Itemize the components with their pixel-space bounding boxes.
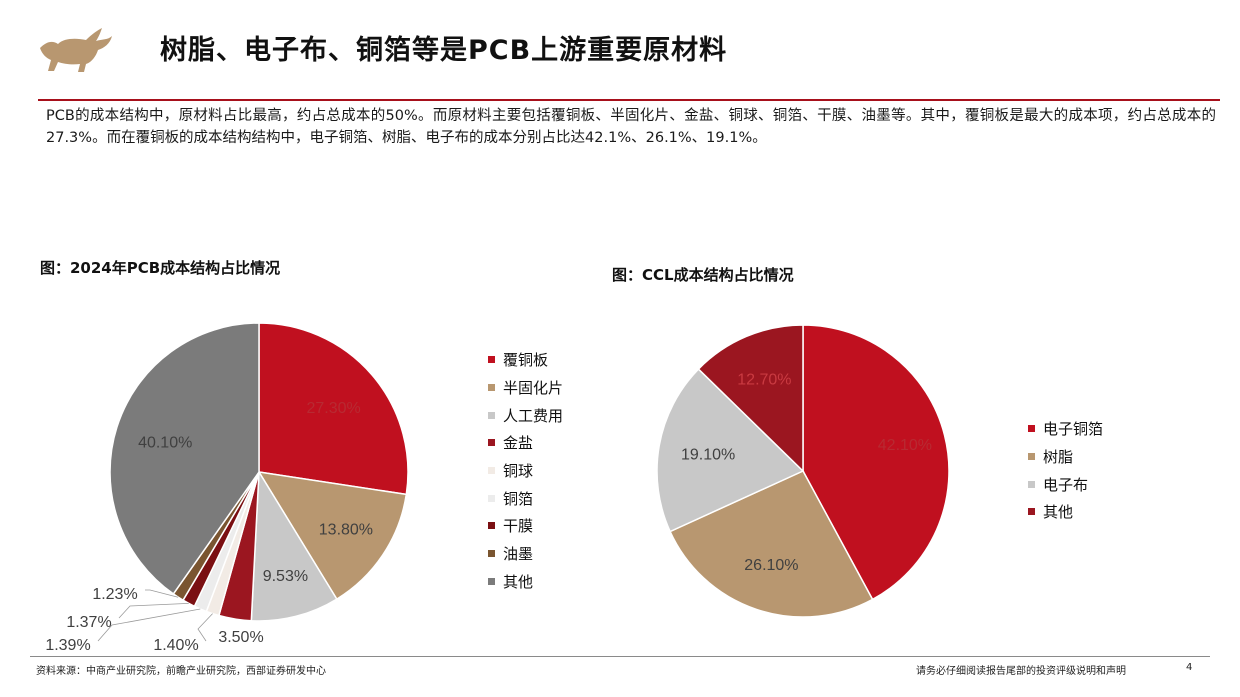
footer-divider xyxy=(30,656,1210,657)
chart-1-leader-8 xyxy=(145,589,179,598)
chart-1-leader-6 xyxy=(97,608,201,642)
chart-2-legend-item: 电子铜箔 xyxy=(1028,415,1103,443)
legend-label: 树脂 xyxy=(1043,448,1074,467)
page-number: 4 xyxy=(1186,662,1193,673)
chart-1-data-label-4: 3.50% xyxy=(218,629,263,646)
chart-1-data-label-5: 1.40% xyxy=(153,637,198,654)
chart-1-data-label-8: 1.23% xyxy=(92,586,137,603)
legend-label: 电子铜箔 xyxy=(1043,420,1104,439)
legend-swatch xyxy=(1028,480,1035,488)
legend-label: 半固化片 xyxy=(503,379,564,398)
chart-1-data-label-3: 9.53% xyxy=(263,568,308,585)
legend-swatch xyxy=(1028,425,1035,433)
chart-1-data-label-6: 1.39% xyxy=(45,637,90,654)
chart-1-legend-item: 人工费用 xyxy=(488,401,563,429)
chart-1-legend-item: 金盐 xyxy=(488,429,563,457)
chart-1-legend-item: 覆铜板 xyxy=(488,346,563,374)
chart-2-data-label-4: 12.70% xyxy=(737,372,791,389)
legend-swatch xyxy=(488,467,495,475)
chart-1-data-label-1: 27.30% xyxy=(306,400,360,417)
legend-label: 油墨 xyxy=(503,545,534,564)
legend-label: 电子布 xyxy=(1043,475,1089,494)
chart-1-leader-7 xyxy=(118,603,189,619)
legend-label: 铜箔 xyxy=(503,489,534,508)
legend-swatch xyxy=(488,411,495,419)
legend-swatch xyxy=(488,384,495,392)
chart-1-data-label-7: 1.37% xyxy=(66,614,111,631)
chart-1-data-label-2: 13.80% xyxy=(319,522,373,539)
chart-2-legend-item: 其他 xyxy=(1028,498,1103,526)
legend-label: 其他 xyxy=(503,572,534,591)
header-divider xyxy=(38,99,1220,101)
chart-1-leader-5 xyxy=(197,613,213,642)
legend-swatch xyxy=(488,494,495,502)
legend-label: 金盐 xyxy=(503,434,534,453)
legend-swatch xyxy=(1028,453,1035,461)
legend-label: 人工费用 xyxy=(503,406,564,425)
legend-swatch xyxy=(488,522,495,530)
chart-2-slice-3 xyxy=(656,368,805,533)
chart-1-legend-item: 油墨 xyxy=(488,540,563,568)
legend-label: 覆铜板 xyxy=(503,351,549,370)
chart-1-legend-item: 铜箔 xyxy=(488,484,563,512)
legend-swatch xyxy=(488,550,495,558)
legend-label: 干膜 xyxy=(503,517,534,536)
bull-logo-icon xyxy=(40,28,112,72)
chart-2-legend-item: 电子布 xyxy=(1028,470,1103,498)
chart-2-legend-item: 树脂 xyxy=(1028,443,1103,471)
intro-paragraph: PCB的成本结构中，原材料占比最高，约占总成本的50%。而原材料主要包括覆铜板、… xyxy=(46,108,1216,146)
chart-1-slice-3 xyxy=(250,469,338,622)
chart-1-slice-9 xyxy=(109,322,260,595)
chart-2-data-label-1: 42.10% xyxy=(878,437,932,454)
chart-1-data-label-9: 40.10% xyxy=(138,434,192,451)
chart-1-slice-1 xyxy=(258,322,409,496)
chart-2-slice-2 xyxy=(669,470,874,618)
legend-label: 其他 xyxy=(1043,503,1074,522)
legend-label: 铜球 xyxy=(503,462,534,481)
page-title: 树脂、电子布、铜箔等是PCB上游重要原材料 xyxy=(160,35,728,66)
chart-1-legend-item: 干膜 xyxy=(488,512,563,540)
disclaimer-note: 请务必仔细阅读报告尾部的投资评级说明和声明 xyxy=(916,666,1126,677)
legend-swatch xyxy=(488,577,495,585)
chart-2-data-label-2: 26.10% xyxy=(744,557,798,574)
chart-2-legend: 电子铜箔树脂电子布其他 xyxy=(1028,415,1103,526)
legend-swatch xyxy=(1028,508,1035,516)
chart-1-legend: 覆铜板半固化片人工费用金盐铜球铜箔干膜油墨其他 xyxy=(488,346,563,595)
source-note: 资料来源：中商产业研究院，前瞻产业研究院，西部证券研发中心 xyxy=(36,666,326,677)
chart-1-legend-item: 铜球 xyxy=(488,457,563,485)
legend-swatch xyxy=(488,356,495,364)
chart-1-title: 图：2024年PCB成本结构占比情况 xyxy=(40,259,281,277)
chart-1-legend-item: 半固化片 xyxy=(488,374,563,402)
chart-1-legend-item: 其他 xyxy=(488,568,563,596)
chart-2-title: 图：CCL成本结构占比情况 xyxy=(612,266,794,284)
chart-2-slice-1 xyxy=(802,324,950,601)
chart-2-data-label-3: 19.10% xyxy=(681,446,735,463)
chart-2-slice-4 xyxy=(697,324,804,473)
chart-1-slice-2 xyxy=(257,471,408,601)
legend-swatch xyxy=(488,439,495,447)
